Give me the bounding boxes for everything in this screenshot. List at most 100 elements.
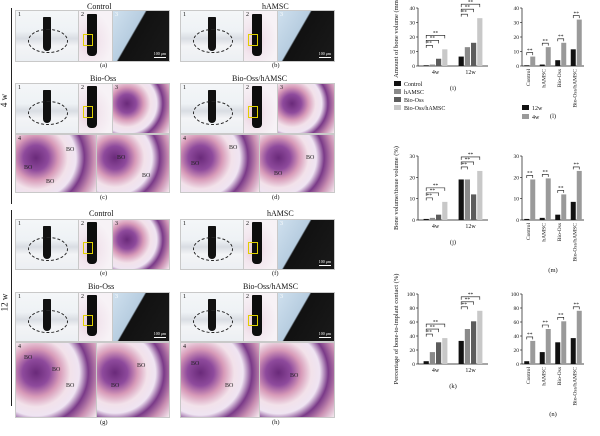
scale-bar-label: 100 μm [318, 331, 331, 336]
y-tick-label: 20 [410, 175, 416, 181]
significance-bracket [526, 336, 534, 340]
significance-stars: ** [427, 329, 433, 335]
bar-l-1-1 [545, 47, 551, 66]
subpanel-number: 3 [115, 294, 118, 300]
time-label-12w: 12 w [0, 293, 10, 312]
magnified-region-box [247, 106, 259, 118]
x-tick-label: hAMSC [541, 223, 547, 242]
significance-bracket [557, 317, 565, 320]
significance-stars: ** [574, 162, 580, 168]
legend-groups: Control hAMSC Bio-Oss Bio-Oss/hAMSC [394, 81, 445, 112]
panel-letter-c: (c) [100, 194, 108, 201]
histology-tile-dark: 100 μm 3 [277, 219, 335, 270]
bar-i-4w-3 [442, 49, 448, 66]
magnified-region-box [247, 242, 259, 254]
bar-m-1-1 [545, 178, 551, 220]
bone-label: BO [24, 355, 33, 361]
subpanel-number: 3 [115, 85, 118, 91]
x-tick-label: Bio-Oss/hAMSC [572, 223, 578, 262]
bar-n-1-0 [539, 352, 545, 364]
significance-bracket [425, 197, 433, 201]
histology-tile-stained: 4 BO BO [180, 134, 260, 193]
y-tick-label: 80 [514, 306, 520, 312]
y-tick-label: 60 [514, 320, 520, 326]
panel-letter: (j) [450, 239, 456, 246]
title-hamsc-4w: hAMSC [262, 2, 289, 11]
bar-m-2-0 [555, 214, 561, 220]
legend-label: 4w [532, 115, 540, 121]
bar-n-2-1 [561, 321, 567, 364]
bar-j-12w-0 [458, 179, 464, 220]
defect-outline [193, 237, 233, 262]
significance-stars: ** [430, 36, 436, 42]
title-control-12w: Control [89, 209, 114, 218]
histology-tile-overview: 1 [180, 219, 244, 270]
x-tick-label: Bio-Oss [557, 367, 563, 385]
defect-outline [28, 101, 68, 126]
bone-label: BO [274, 171, 283, 177]
bar-k-4w-1 [429, 352, 435, 364]
y-tick-label: 20 [410, 348, 416, 354]
bar-j-4w-2 [436, 214, 442, 220]
chart-l: 0 10 20 30 40 ** Control ** hAMSC ** Bio-Oss ** Bio-… [514, 6, 584, 120]
significance-bracket [460, 13, 468, 17]
subpanel-number: 3 [115, 221, 118, 227]
significance-stars: ** [468, 152, 474, 158]
significance-stars: ** [527, 332, 533, 338]
bar-n-1-1 [545, 329, 551, 364]
bone-label: BO [142, 173, 151, 179]
panel-letter: (m) [548, 267, 557, 274]
panel-letter: (n) [549, 411, 557, 418]
significance-stars: ** [574, 11, 580, 17]
magnified-region-box [82, 33, 94, 46]
x-tick-label: 12w [465, 368, 476, 374]
y-tick-label: 40 [514, 6, 520, 12]
x-tick-label: 4w [432, 70, 440, 76]
y-tick-label: 10 [514, 50, 520, 56]
title-hamsc-12w: hAMSC [267, 209, 294, 218]
bone-label: BO [66, 147, 75, 153]
chart-n: 0 20 40 60 80 100 ** Control ** hAMSC ** Bio-Oss ** B… [511, 292, 584, 418]
significance-stars: ** [543, 320, 549, 326]
y-tick-label: 100 [407, 292, 416, 298]
subpanel-number: 1 [18, 12, 21, 18]
bar-i-4w-2 [436, 58, 442, 66]
subpanel-number: 1 [183, 12, 186, 18]
significance-bracket [572, 306, 580, 310]
bone-label: BO [111, 383, 120, 389]
y-tick-label: 40 [514, 334, 520, 340]
defect-outline [28, 28, 68, 53]
scale-bar [319, 57, 331, 58]
y-tick-label: 20 [514, 35, 520, 41]
significance-bracket [425, 333, 433, 337]
time-label-4w: 4 w [0, 93, 10, 108]
bar-l-3-1 [576, 19, 582, 67]
significance-stars: ** [430, 188, 436, 194]
legend-swatch [522, 105, 529, 110]
x-tick-label: Bio-Oss [557, 69, 563, 87]
subpanel-number: 2 [81, 294, 84, 300]
significance-stars: ** [433, 183, 439, 189]
bar-i-4w-0 [423, 65, 429, 66]
histology-figure: 4 w 12 w Control hAMSC Bio-Oss Bio-Oss/h… [0, 2, 335, 426]
y-tick-label: 20 [514, 348, 520, 354]
defect-outline [193, 28, 233, 53]
significance-bracket [425, 187, 446, 191]
time-bracket-12w [11, 210, 12, 406]
subpanel-number: 3 [115, 12, 118, 18]
histology-tile-stained: BO BO [96, 342, 170, 418]
subpanel-number: 1 [18, 85, 21, 91]
subpanel-number: 1 [183, 221, 186, 227]
y-tick-label: 0 [516, 64, 519, 70]
legend-label: 12w [532, 106, 543, 112]
bar-i-12w-0 [458, 56, 464, 66]
histology-tile-stained: 3 [277, 83, 335, 134]
significance-bracket [572, 166, 580, 170]
x-tick-label: 12w [465, 70, 476, 76]
bone-label: BO [191, 361, 200, 367]
subpanel-number: 2 [81, 12, 84, 18]
panel-letter: (l) [550, 113, 556, 120]
significance-bracket [425, 323, 446, 328]
